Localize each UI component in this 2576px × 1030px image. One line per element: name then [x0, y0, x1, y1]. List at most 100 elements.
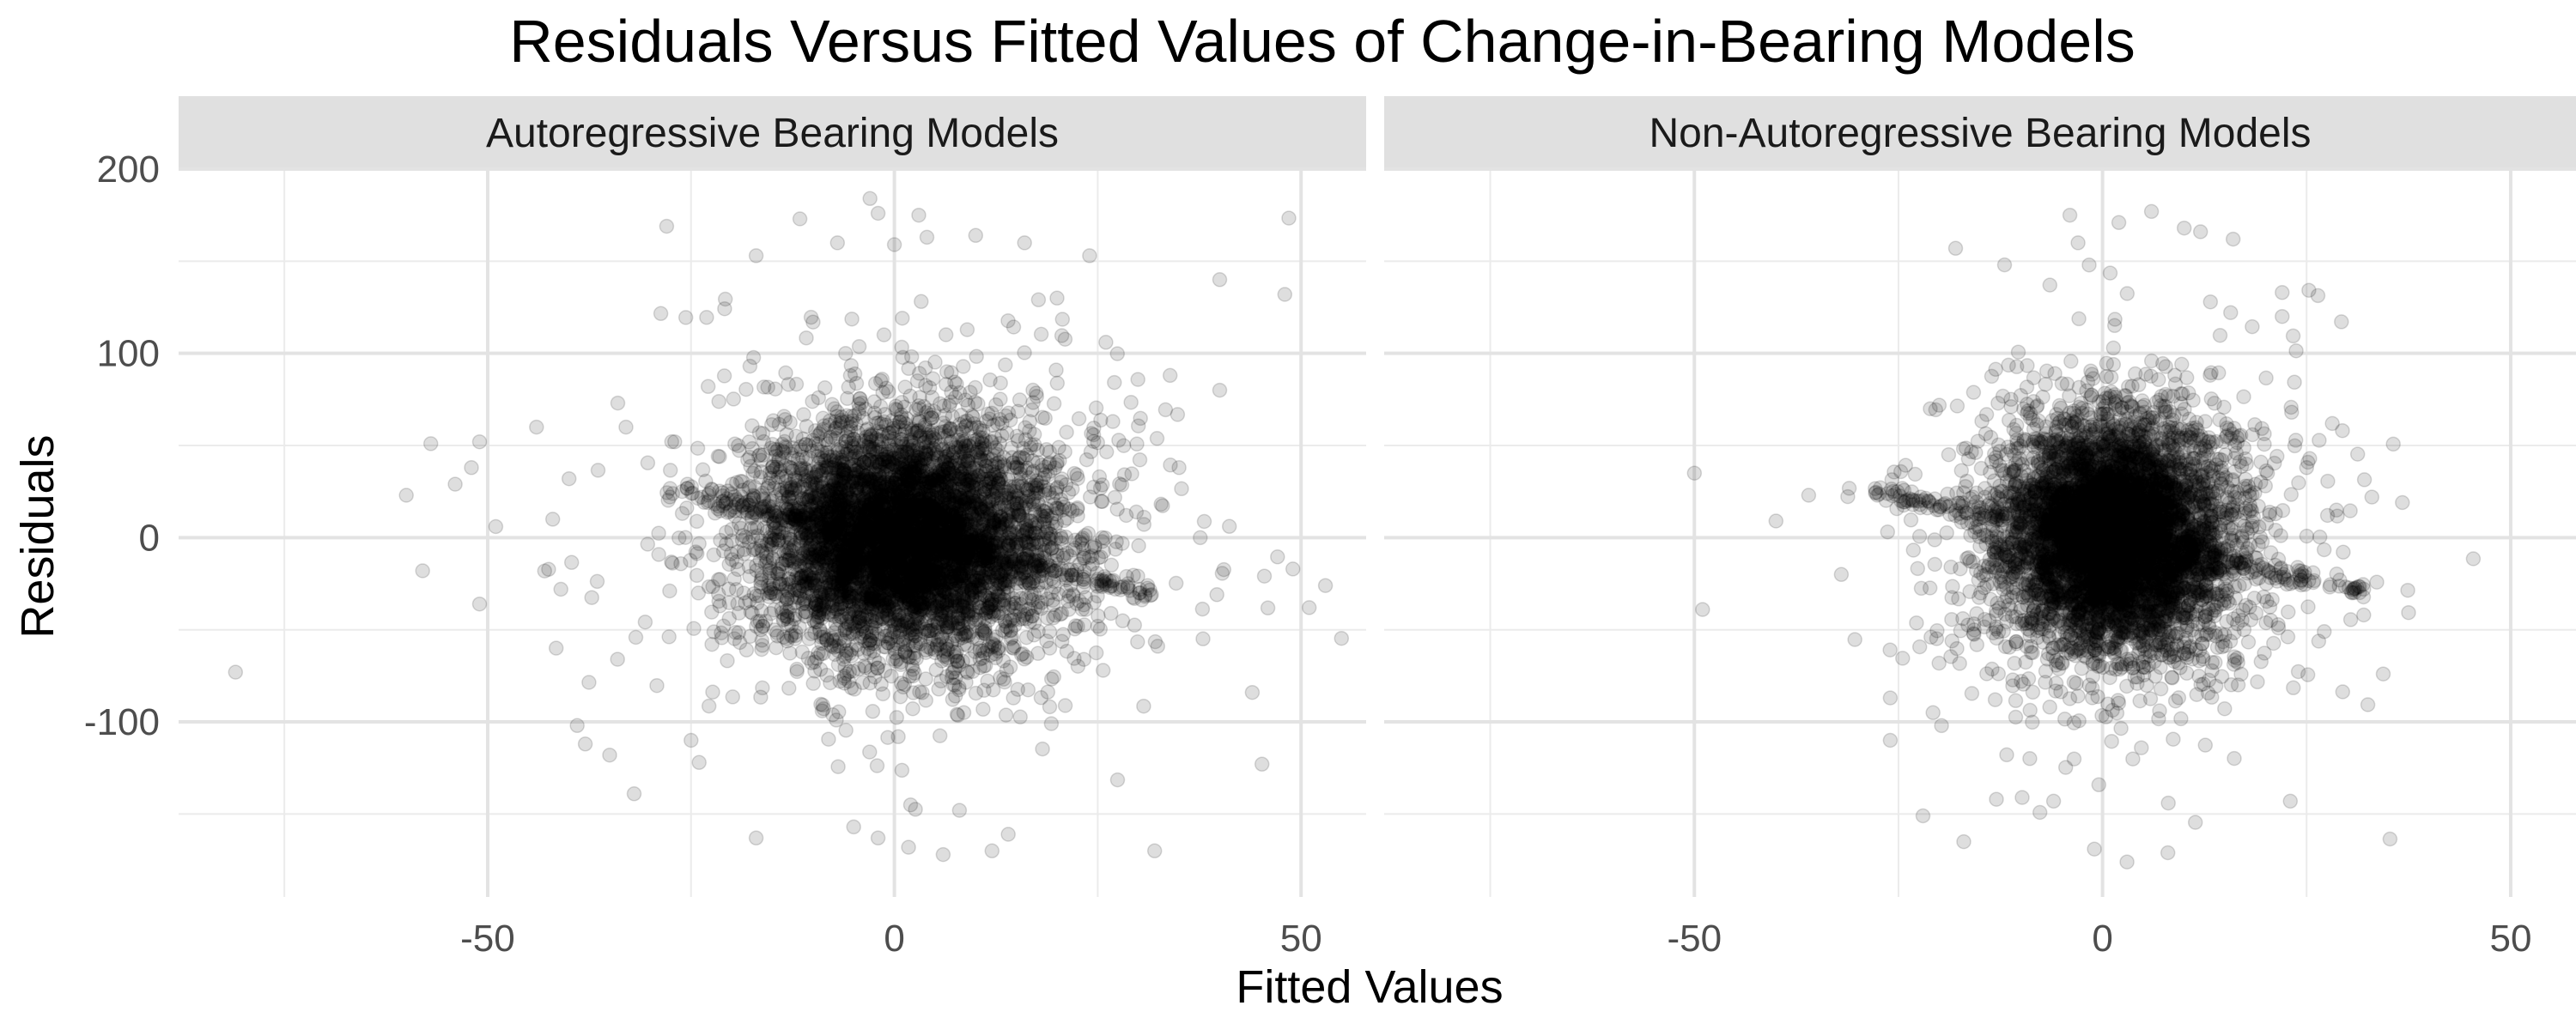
scatter-point — [1109, 772, 1126, 788]
scatter-point — [855, 512, 871, 528]
scatter-point — [1017, 345, 1032, 360]
scatter-point — [1150, 639, 1166, 654]
scatter-point — [1174, 481, 1189, 497]
scatter-point — [805, 676, 821, 692]
scatter-point — [796, 407, 811, 422]
scatter-point — [1051, 439, 1066, 456]
scatter-point — [1260, 600, 1276, 616]
scatter-point — [801, 492, 817, 508]
scatter-point — [766, 480, 782, 496]
scatter-point — [840, 518, 856, 533]
scatter-point — [906, 517, 922, 532]
scatter-point — [924, 488, 940, 504]
scatter-point — [1090, 618, 1106, 634]
scatter-point — [1043, 671, 1060, 687]
scatter-point — [878, 591, 893, 607]
scatter-point — [871, 563, 886, 579]
scatter-point — [948, 526, 963, 542]
scatter-point — [912, 684, 927, 700]
scatter-point — [1136, 698, 1151, 714]
scatter-point — [894, 500, 909, 516]
scatter-point — [1270, 549, 1285, 565]
scatter-point — [581, 675, 597, 690]
scatter-point — [782, 645, 798, 661]
scatter-point — [912, 553, 927, 569]
scatter-point — [610, 651, 625, 667]
scatter-point — [1017, 651, 1032, 667]
scatter-point — [821, 731, 836, 747]
scatter-point — [829, 712, 844, 728]
scatter-point — [792, 211, 808, 227]
scatter-point — [755, 680, 770, 696]
scatter-point — [902, 472, 917, 488]
scatter-point — [700, 379, 716, 395]
scatter-point — [1103, 605, 1119, 621]
scatter-point — [933, 604, 950, 620]
scatter-point — [1054, 328, 1070, 343]
scatter-point — [880, 449, 896, 465]
scatter-point — [1107, 374, 1122, 391]
scatter-point — [1130, 372, 1145, 387]
scatter-point — [563, 554, 580, 571]
scatter-point — [1035, 741, 1050, 757]
scatter-point — [892, 688, 908, 705]
scatter-point — [724, 552, 740, 567]
scatter-point — [870, 660, 885, 676]
scatter-point — [906, 573, 922, 590]
scatter-point — [1000, 312, 1016, 329]
scatter-point — [728, 554, 744, 570]
scatter-point — [920, 505, 936, 520]
scatter-point — [1049, 375, 1066, 391]
scatter-point — [1042, 640, 1058, 656]
scatter-point — [947, 509, 963, 524]
scatter-point — [1130, 418, 1146, 433]
scatter-point — [795, 504, 811, 519]
scatter-point — [975, 539, 990, 554]
scatter-point — [548, 640, 564, 656]
scatter-point — [731, 605, 747, 621]
scatter-point — [998, 707, 1014, 723]
scatter-point — [814, 703, 830, 718]
scatter-point — [716, 368, 732, 384]
scatter-point — [975, 701, 991, 718]
scatter-point — [1088, 400, 1104, 416]
scatter-point — [1256, 568, 1273, 584]
scatter-point — [725, 689, 741, 705]
scatter-point — [1334, 630, 1350, 646]
scatter-point — [889, 710, 905, 725]
scatter-point — [913, 509, 929, 524]
scatter-point — [908, 520, 924, 536]
facet-panel-autoregressive: Autoregressive Bearing Models — [179, 96, 1366, 897]
scatter-point — [798, 569, 813, 585]
scatter-point — [807, 578, 823, 593]
scatter-point — [905, 539, 920, 554]
scatter-point — [841, 512, 857, 528]
scatter-point — [1108, 542, 1123, 557]
scatter-point — [1155, 498, 1170, 513]
scatter-point — [822, 528, 837, 544]
scatter-point — [778, 517, 794, 533]
scatter-point — [1059, 424, 1074, 440]
scatter-point — [590, 463, 606, 478]
scatter-point — [1132, 451, 1148, 468]
scatter-point — [689, 513, 705, 530]
scatter-point — [894, 762, 910, 779]
facet-strip-autoregressive — [179, 96, 1366, 169]
gridlines-autoregressive — [179, 167, 1366, 897]
scatter-point — [817, 380, 833, 396]
scatter-point — [738, 381, 754, 397]
scatter-point — [728, 582, 744, 597]
scatter-point — [1025, 532, 1042, 548]
scatter-point — [1005, 479, 1022, 494]
scatter-point — [950, 535, 965, 551]
scatter-point — [794, 644, 811, 660]
scatter-point — [890, 419, 906, 435]
scatter-point — [917, 476, 933, 492]
scatter-point — [993, 487, 1010, 503]
scatter-point — [939, 364, 955, 379]
scatter-point — [1057, 698, 1073, 713]
scatter-point — [662, 583, 677, 599]
scatter-point — [961, 545, 976, 560]
scatter-point — [927, 354, 943, 370]
